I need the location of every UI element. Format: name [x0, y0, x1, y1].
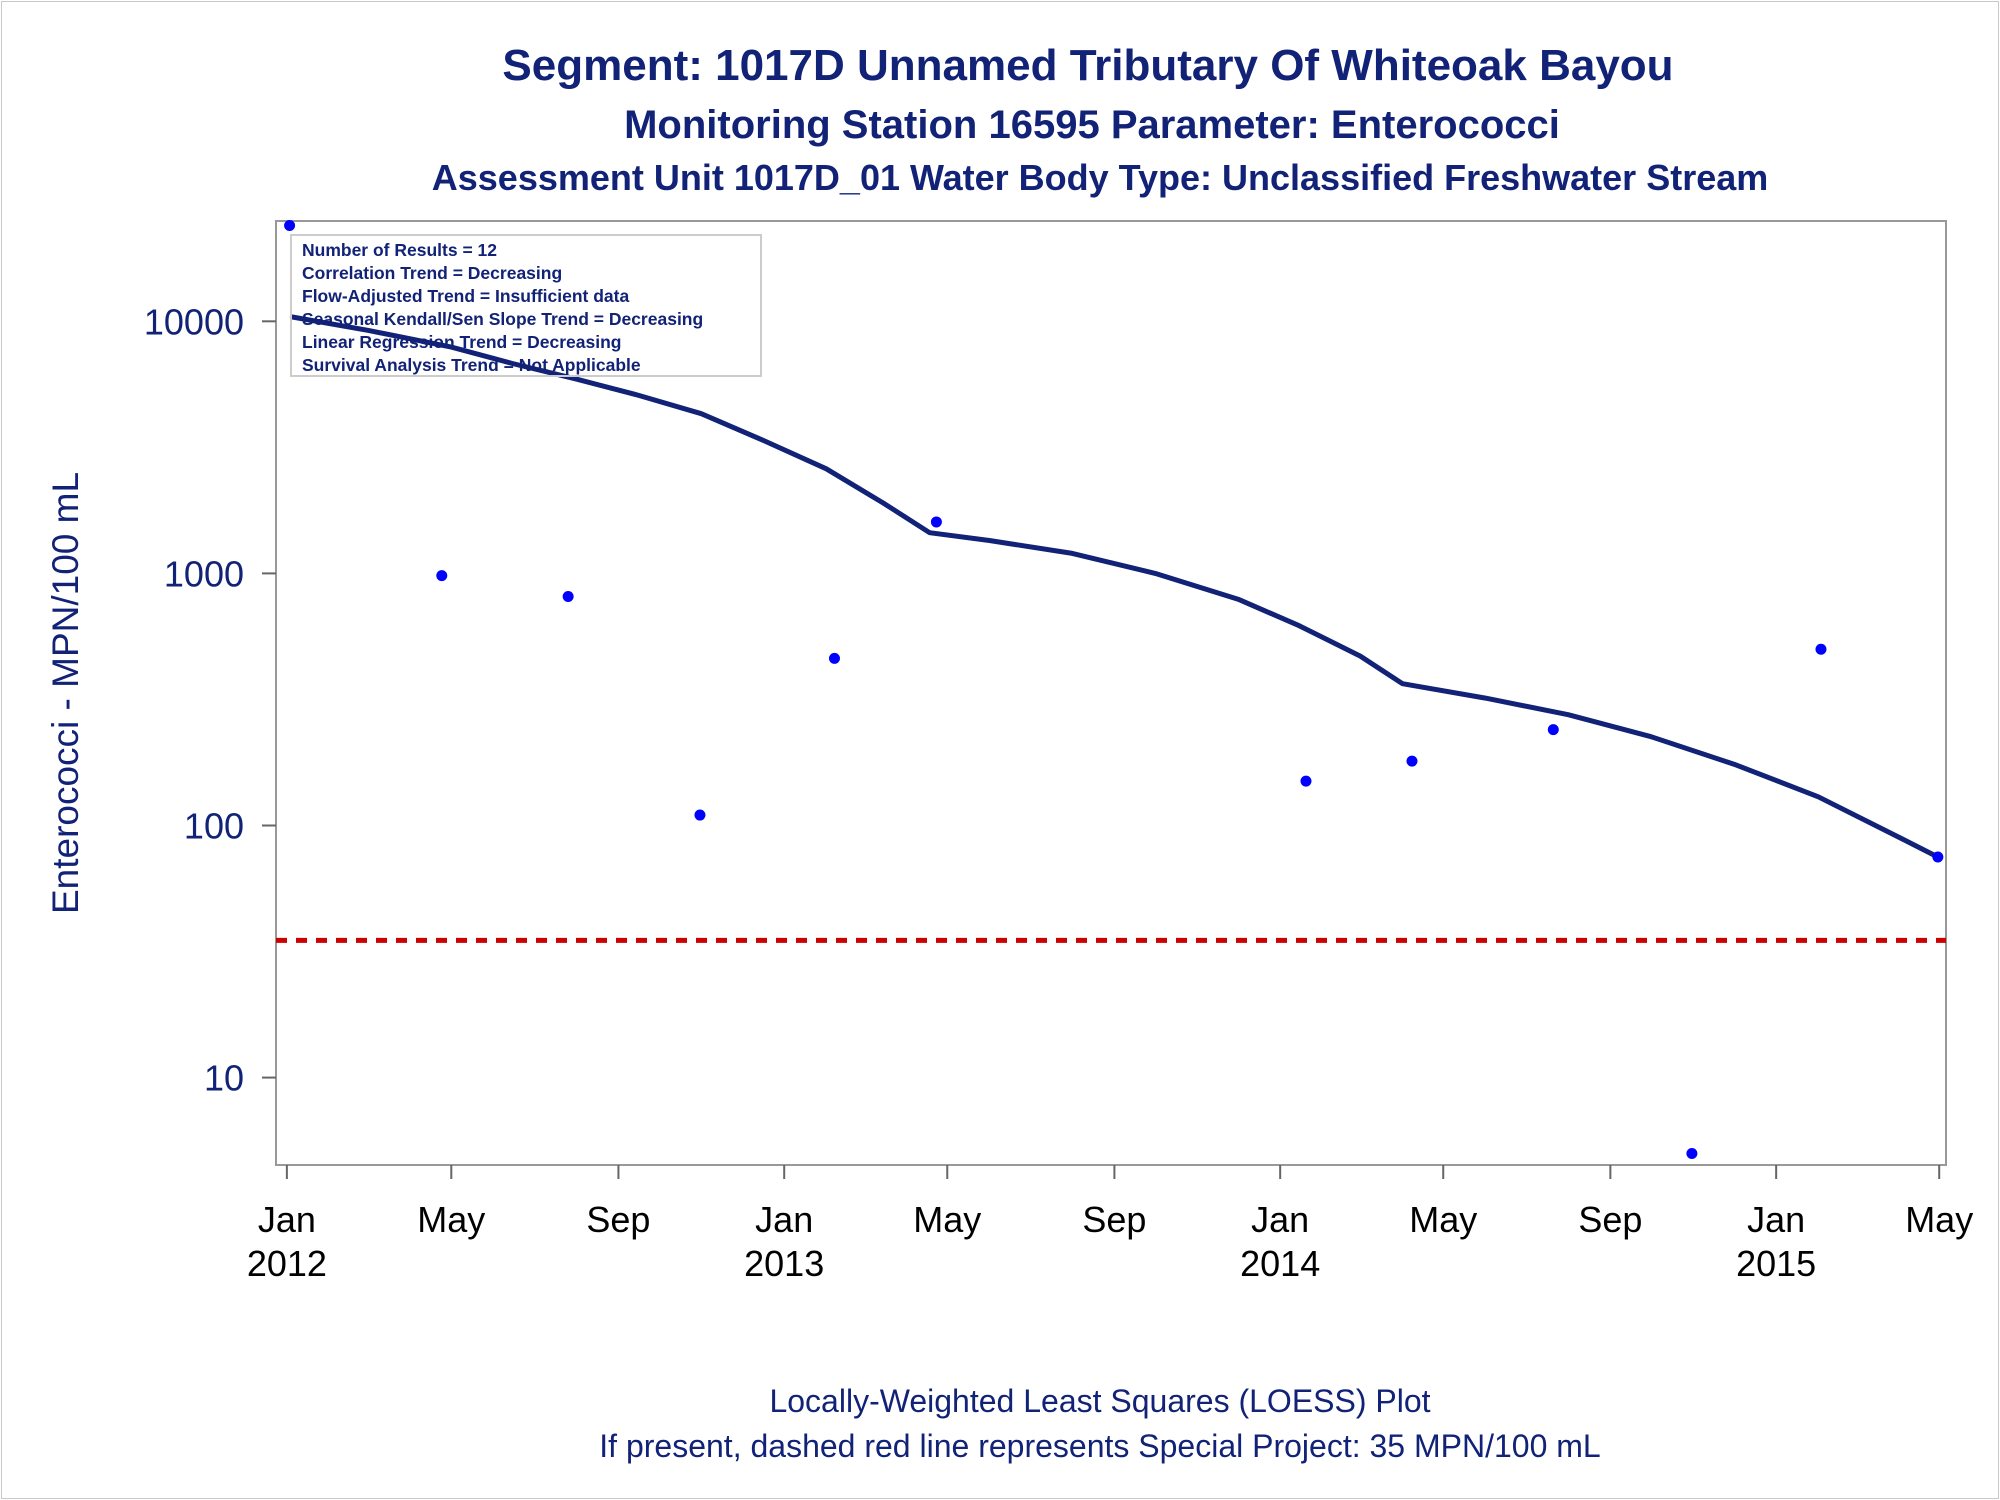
y-axis-label: Enterococci - MPN/100 mL: [45, 472, 86, 914]
x-tick-label: Jan: [1251, 1199, 1309, 1240]
stat-seasonal-kendall-trend: Seasonal Kendall/Sen Slope Trend = Decre…: [302, 309, 703, 329]
x-tick-year-label: 2014: [1240, 1243, 1320, 1284]
data-point: [1932, 851, 1944, 863]
data-point: [1300, 775, 1312, 787]
x-tick-label: Jan: [1747, 1199, 1805, 1240]
chart-subtitle: Monitoring Station 16595 Parameter: Ente…: [624, 103, 1560, 147]
x-tick-label: Jan: [755, 1199, 813, 1240]
y-tick-label: 1000: [164, 553, 244, 594]
chart-title: Segment: 1017D Unnamed Tributary Of Whit…: [502, 41, 1673, 90]
footnote-loess: Locally-Weighted Least Squares (LOESS) P…: [769, 1383, 1430, 1419]
plot-area: [275, 220, 1947, 1166]
x-tick-year-label: 2015: [1736, 1243, 1816, 1284]
x-tick-label: Sep: [1578, 1199, 1642, 1240]
stats-box-border: [290, 234, 762, 377]
data-point: [930, 516, 942, 528]
data-point: [1815, 643, 1827, 655]
stats-box: Number of Results = 12 Correlation Trend…: [290, 234, 762, 377]
x-tick-label: Sep: [1082, 1199, 1146, 1240]
data-point: [562, 590, 574, 602]
y-tick-label: 10000: [144, 301, 244, 342]
data-point: [284, 219, 296, 231]
stat-number-of-results: Number of Results = 12: [302, 240, 497, 260]
x-tick-label: Sep: [586, 1199, 650, 1240]
x-tick-label: May: [1409, 1199, 1477, 1240]
x-tick-label: May: [1905, 1199, 1973, 1240]
stat-flow-adjusted-trend: Flow-Adjusted Trend = Insufficient data: [302, 286, 629, 306]
y-tick-label: 100: [184, 805, 244, 846]
data-point: [1686, 1147, 1698, 1159]
stat-correlation-trend: Correlation Trend = Decreasing: [302, 263, 562, 283]
data-points-layer: [284, 219, 1944, 1159]
loess-curve-layer: [289, 314, 1941, 860]
data-point: [1547, 724, 1559, 736]
data-point: [1406, 755, 1418, 767]
data-point: [694, 809, 706, 821]
data-point: [436, 570, 448, 582]
x-tick-label: May: [417, 1199, 485, 1240]
stat-linear-regression-trend: Linear Regression Trend = Decreasing: [302, 332, 622, 352]
y-axis: 10 100 1000 10000: [144, 301, 276, 1099]
x-tick-year-label: 2013: [744, 1243, 824, 1284]
footnote-reference: If present, dashed red line represents S…: [599, 1428, 1600, 1464]
x-tick-year-label: 2012: [247, 1243, 327, 1284]
stat-survival-analysis-trend: Survival Analysis Trend = Not Applicable: [302, 355, 641, 375]
data-point: [828, 652, 840, 664]
x-tick-label: May: [913, 1199, 981, 1240]
chart-subtitle-2: Assessment Unit 1017D_01 Water Body Type…: [432, 157, 1769, 198]
y-tick-label: 10: [204, 1058, 244, 1099]
x-tick-label: Jan: [258, 1199, 316, 1240]
loess-curve: [289, 314, 1941, 860]
